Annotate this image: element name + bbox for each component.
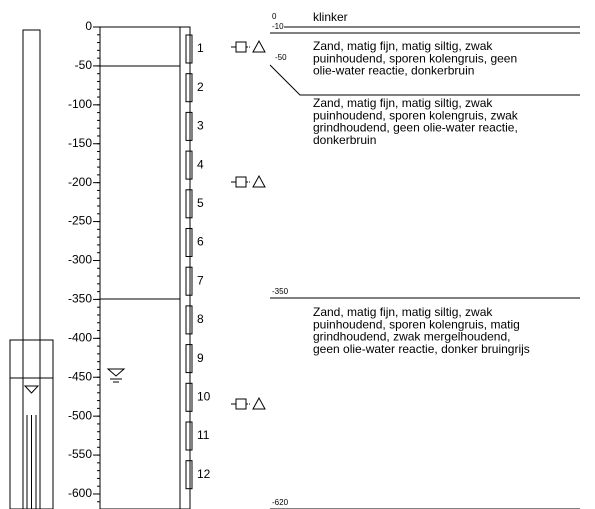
layer-description: donkerbruin xyxy=(313,133,376,147)
sample-label: 6 xyxy=(197,235,204,249)
sample-label: 2 xyxy=(197,80,204,94)
tick-label: 0 xyxy=(85,19,92,33)
sample-label: 8 xyxy=(197,312,204,326)
tick-label: -150 xyxy=(68,136,92,150)
sample-interval xyxy=(186,345,192,373)
tick-label: -500 xyxy=(68,408,92,422)
sample-label: 12 xyxy=(197,467,211,481)
layer-description: geen olie-water reactie, donker bruingri… xyxy=(313,342,530,356)
borehole-log: 0-50-100-150-200-250-300-350-400-450-500… xyxy=(0,0,595,509)
sample-interval xyxy=(186,383,192,411)
sample-interval xyxy=(186,229,192,257)
tick-label: -400 xyxy=(68,330,92,344)
sample-interval xyxy=(186,422,192,450)
tick-label: -250 xyxy=(68,214,92,228)
tick-label: -50 xyxy=(75,58,93,72)
boundary-label: 0 xyxy=(272,12,277,21)
sample-interval xyxy=(186,267,192,295)
sample-label: 4 xyxy=(197,157,204,171)
tick-label: -350 xyxy=(68,292,92,306)
sample-label: 3 xyxy=(197,119,204,133)
water-level xyxy=(108,369,124,376)
boundary-label: -10 xyxy=(272,22,284,31)
well xyxy=(10,30,53,509)
sample-label: 7 xyxy=(197,273,204,287)
sample-interval xyxy=(186,112,192,140)
layer-description: olie-water reactie, donkerbruin xyxy=(313,64,474,78)
sample-label: 10 xyxy=(197,389,211,403)
sample-label: 11 xyxy=(197,428,210,442)
tick-label: -450 xyxy=(68,369,92,383)
sample-label: 5 xyxy=(197,196,204,210)
tick-label: -300 xyxy=(68,253,92,267)
sample-interval xyxy=(186,190,192,218)
boundary-label: -620 xyxy=(272,498,289,507)
sample-icons xyxy=(231,41,265,409)
tick-label: -100 xyxy=(68,97,92,111)
sample-interval xyxy=(186,306,192,334)
sample-interval xyxy=(186,74,192,102)
sample-interval xyxy=(186,35,192,63)
sample-label: 1 xyxy=(197,41,204,55)
soil-column xyxy=(100,27,180,509)
sample-interval xyxy=(186,151,192,179)
sample-label: 9 xyxy=(197,351,204,365)
tick-label: -200 xyxy=(68,175,92,189)
layer-description: klinker xyxy=(313,10,348,24)
boundary-label: -50 xyxy=(275,53,287,62)
boundary-label: -350 xyxy=(272,287,289,296)
casing-strip xyxy=(180,27,190,509)
tick-label: -600 xyxy=(68,486,92,500)
tick-label: -550 xyxy=(68,447,92,461)
sample-interval xyxy=(186,461,192,489)
